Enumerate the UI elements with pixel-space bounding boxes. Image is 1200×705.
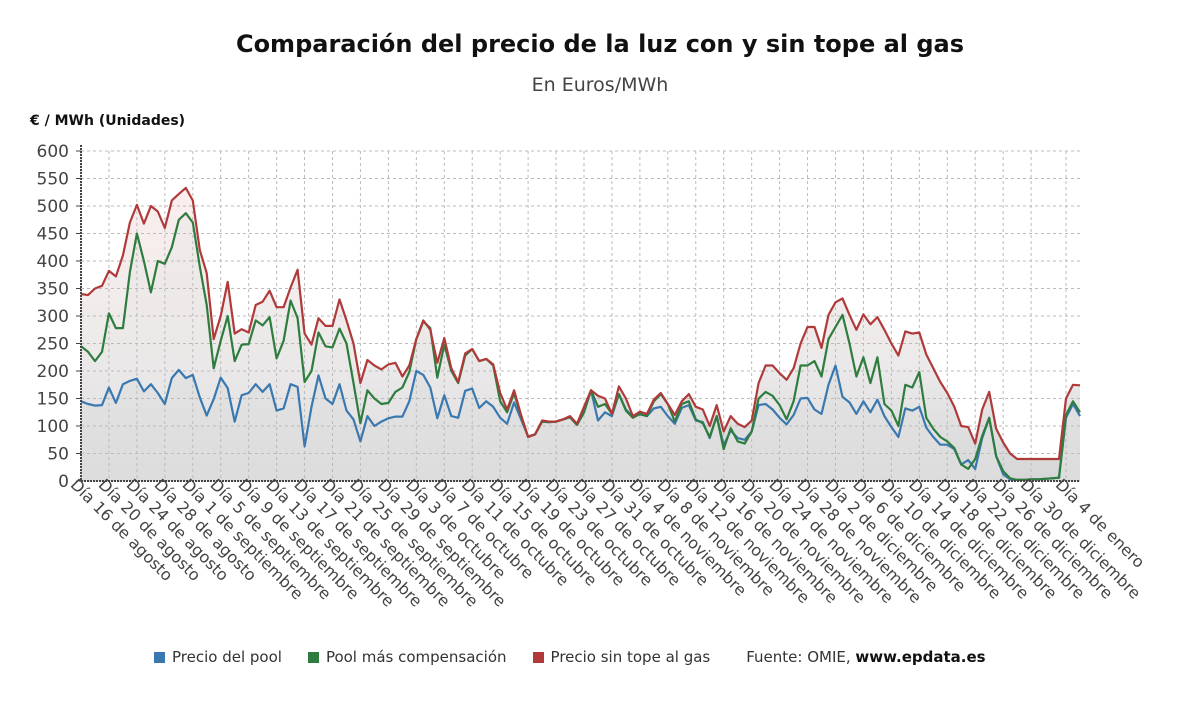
source-link[interactable]: www.epdata.es xyxy=(855,648,986,666)
source-note: Fuente: OMIE, www.epdata.es xyxy=(746,648,985,666)
area-fill-compensacion xyxy=(81,213,1080,481)
legend-label-pool: Precio del pool xyxy=(172,648,282,666)
y-tick-label: 350 xyxy=(37,280,69,300)
chart-title: Comparación del precio de la luz con y s… xyxy=(235,30,965,58)
legend-item-sin-tope[interactable]: Precio sin tope al gas xyxy=(532,648,711,666)
legend-label-compensacion: Pool más compensación xyxy=(325,648,507,666)
source-label: Fuente: OMIE, xyxy=(746,648,856,666)
area-fill xyxy=(81,187,1080,481)
y-axis-label: € / MWh (Unidades) xyxy=(30,113,186,129)
legend-item-pool[interactable]: Precio del pool xyxy=(154,648,282,666)
area-fill-pool xyxy=(81,365,1080,481)
y-tick-label: 300 xyxy=(37,307,69,327)
chart-subtitle: En Euros/MWh xyxy=(531,74,669,96)
legend-label-sin-tope: Precio sin tope al gas xyxy=(550,648,711,666)
y-tick-label: 50 xyxy=(47,445,69,465)
legend-swatch-sin-tope xyxy=(532,651,544,663)
y-tick-label: 500 xyxy=(37,197,69,217)
y-tick-label: 550 xyxy=(37,170,69,190)
y-tick-label: 450 xyxy=(37,225,69,245)
series-line-sin-tope[interactable] xyxy=(80,186,1081,461)
y-tick-label: 200 xyxy=(37,362,69,382)
legend: Precio del pool Pool más compensación Pr… xyxy=(154,648,986,666)
legend-swatch-compensacion xyxy=(307,651,319,663)
series-line-compensacion[interactable] xyxy=(80,212,1081,481)
y-tick-label: 250 xyxy=(37,335,69,355)
y-tick-label: 100 xyxy=(37,417,69,437)
y-tick-label: 0 xyxy=(58,472,69,492)
legend-swatch-pool xyxy=(154,651,165,663)
legend-item-compensacion[interactable]: Pool más compensación xyxy=(307,648,507,666)
y-tick-label: 600 xyxy=(37,142,69,162)
y-tick-label: 150 xyxy=(37,390,69,410)
y-tick-label: 400 xyxy=(37,252,69,272)
